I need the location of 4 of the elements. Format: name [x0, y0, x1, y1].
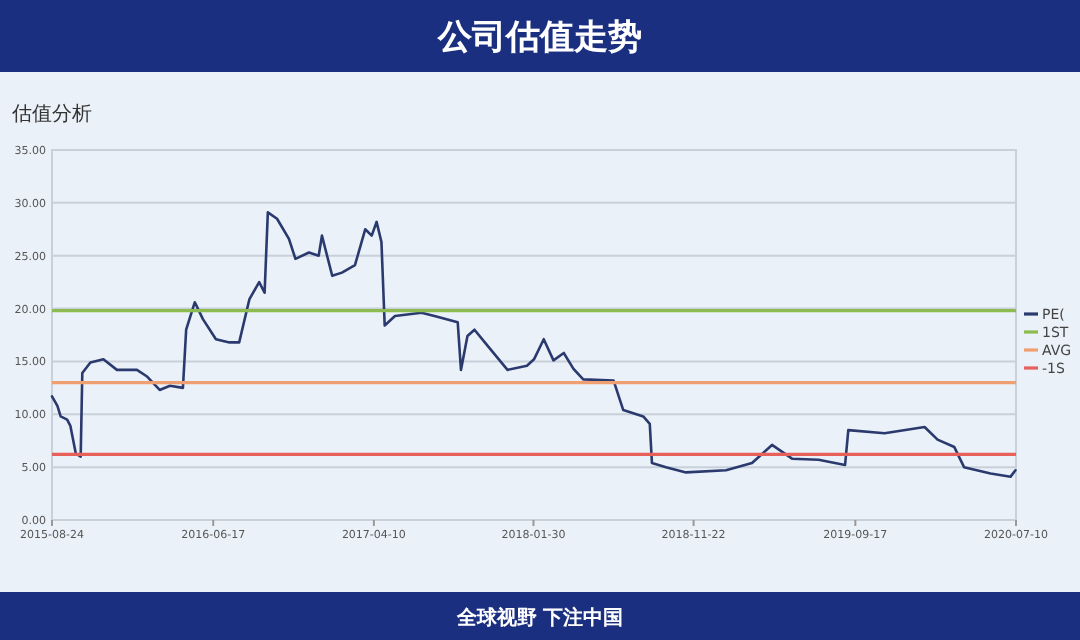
text: 全球视野 下注中国	[454, 606, 624, 630]
chart-subtitle: 估值分析	[12, 102, 92, 126]
chart-title: 公司估值走势	[436, 18, 642, 58]
line-series	[50, 211, 1017, 478]
